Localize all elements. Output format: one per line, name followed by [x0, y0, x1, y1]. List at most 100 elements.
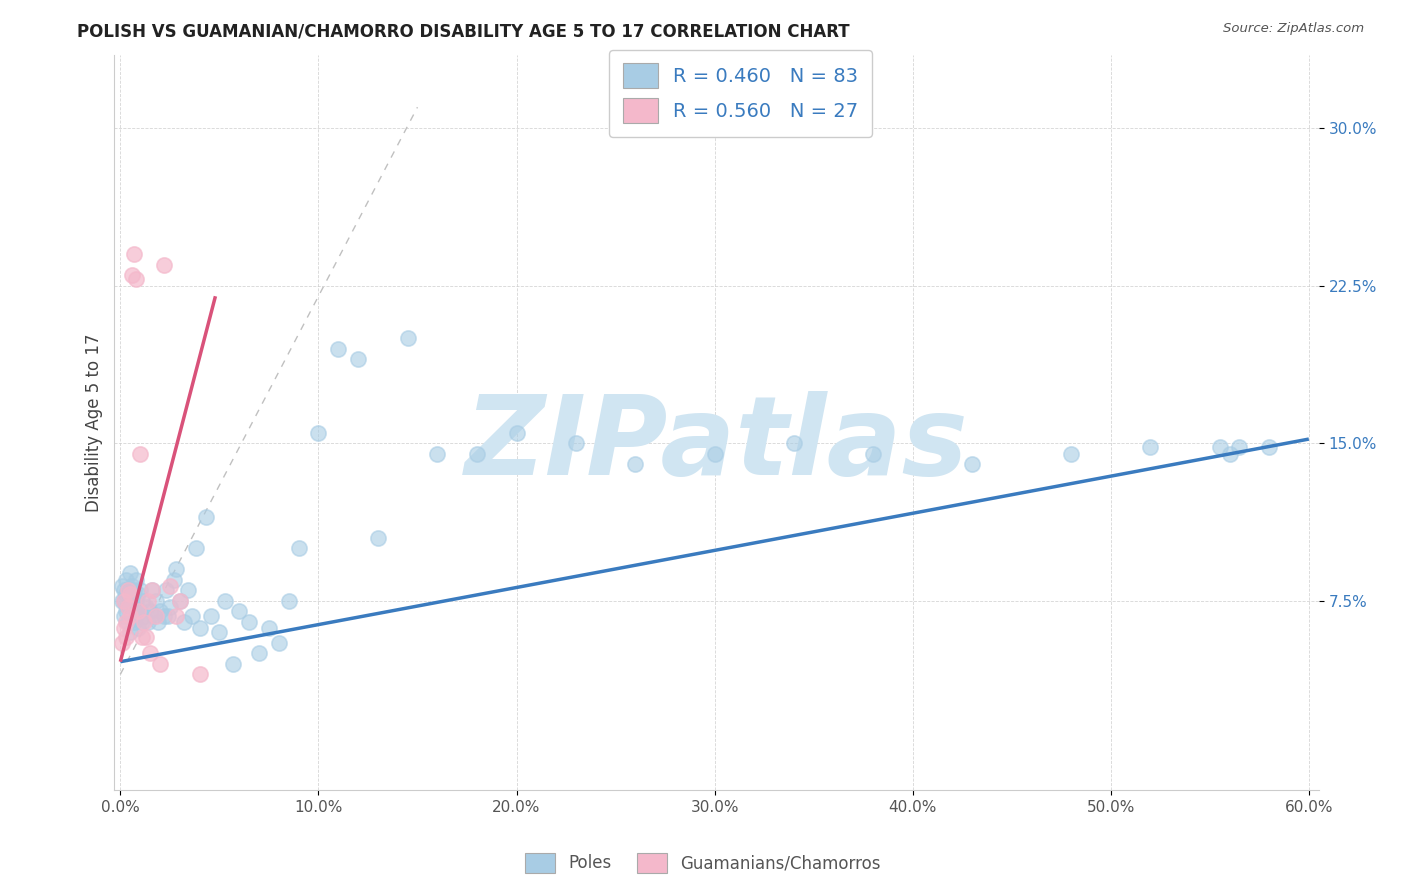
Point	[127, 604, 149, 618]
Point	[862, 447, 884, 461]
Text: ZIPatlas: ZIPatlas	[465, 391, 969, 498]
Point	[153, 608, 176, 623]
Point	[180, 608, 202, 623]
Point	[1060, 447, 1083, 461]
Point	[1229, 441, 1251, 455]
Point	[131, 615, 153, 629]
Text: Source: ZipAtlas.com: Source: ZipAtlas.com	[1223, 22, 1364, 36]
Point	[214, 594, 236, 608]
Point	[120, 566, 142, 581]
Point	[120, 594, 142, 608]
Point	[117, 600, 139, 615]
Point	[121, 268, 143, 283]
Point	[1139, 441, 1161, 455]
Point	[222, 657, 245, 671]
Point	[149, 604, 172, 618]
Point	[112, 621, 135, 635]
Point	[120, 625, 142, 640]
Point	[1219, 447, 1241, 461]
Point	[184, 541, 207, 556]
Point	[960, 457, 983, 471]
Point	[153, 258, 176, 272]
Point	[277, 594, 299, 608]
Point	[121, 594, 143, 608]
Point	[156, 608, 179, 623]
Point	[125, 594, 148, 608]
Point	[1208, 441, 1230, 455]
Point	[176, 583, 198, 598]
Point	[200, 608, 222, 623]
Point	[111, 579, 134, 593]
Point	[129, 583, 152, 598]
Point	[238, 615, 260, 629]
Point	[141, 583, 163, 598]
Y-axis label: Disability Age 5 to 17: Disability Age 5 to 17	[86, 333, 103, 511]
Point	[703, 447, 725, 461]
Point	[134, 608, 156, 623]
Point	[129, 447, 152, 461]
Point	[135, 630, 157, 644]
Point	[135, 600, 157, 615]
Point	[112, 594, 135, 608]
Point	[155, 583, 177, 598]
Point	[117, 600, 139, 615]
Point	[465, 447, 488, 461]
Point	[624, 457, 647, 471]
Point	[117, 583, 139, 598]
Point	[169, 594, 191, 608]
Point	[141, 583, 163, 598]
Point	[125, 608, 148, 623]
Point	[121, 608, 143, 623]
Point	[169, 594, 191, 608]
Point	[129, 604, 152, 618]
Point	[134, 615, 156, 629]
Point	[115, 587, 138, 601]
Point	[117, 615, 139, 629]
Point	[131, 594, 153, 608]
Point	[122, 247, 145, 261]
Point	[188, 667, 211, 681]
Point	[194, 509, 217, 524]
Legend: R = 0.460   N = 83, R = 0.560   N = 27: R = 0.460 N = 83, R = 0.560 N = 27	[609, 50, 872, 136]
Point	[112, 594, 135, 608]
Point	[139, 604, 162, 618]
Point	[127, 587, 149, 601]
Point	[131, 630, 153, 644]
Point	[125, 573, 148, 587]
Point	[159, 600, 181, 615]
Point	[145, 594, 167, 608]
Point	[115, 573, 138, 587]
Point	[111, 636, 134, 650]
Point	[396, 331, 419, 345]
Point	[121, 579, 143, 593]
Point	[208, 625, 231, 640]
Point	[112, 608, 135, 623]
Point	[122, 583, 145, 598]
Point	[117, 583, 139, 598]
Point	[115, 630, 138, 644]
Point	[505, 425, 527, 440]
Point	[257, 621, 280, 635]
Point	[426, 447, 449, 461]
Point	[111, 594, 134, 608]
Point	[165, 608, 187, 623]
Point	[146, 615, 169, 629]
Point	[136, 594, 159, 608]
Point	[136, 615, 159, 629]
Point	[188, 621, 211, 635]
Point	[159, 579, 181, 593]
Point	[122, 615, 145, 629]
Point	[145, 608, 167, 623]
Point	[267, 636, 290, 650]
Point	[163, 573, 186, 587]
Point	[115, 615, 138, 629]
Point	[173, 615, 195, 629]
Point	[347, 352, 370, 367]
Point	[120, 583, 142, 598]
Point	[120, 608, 142, 623]
Point	[122, 598, 145, 612]
Point	[367, 531, 389, 545]
Point	[112, 583, 135, 598]
Point	[328, 342, 350, 356]
Point	[565, 436, 588, 450]
